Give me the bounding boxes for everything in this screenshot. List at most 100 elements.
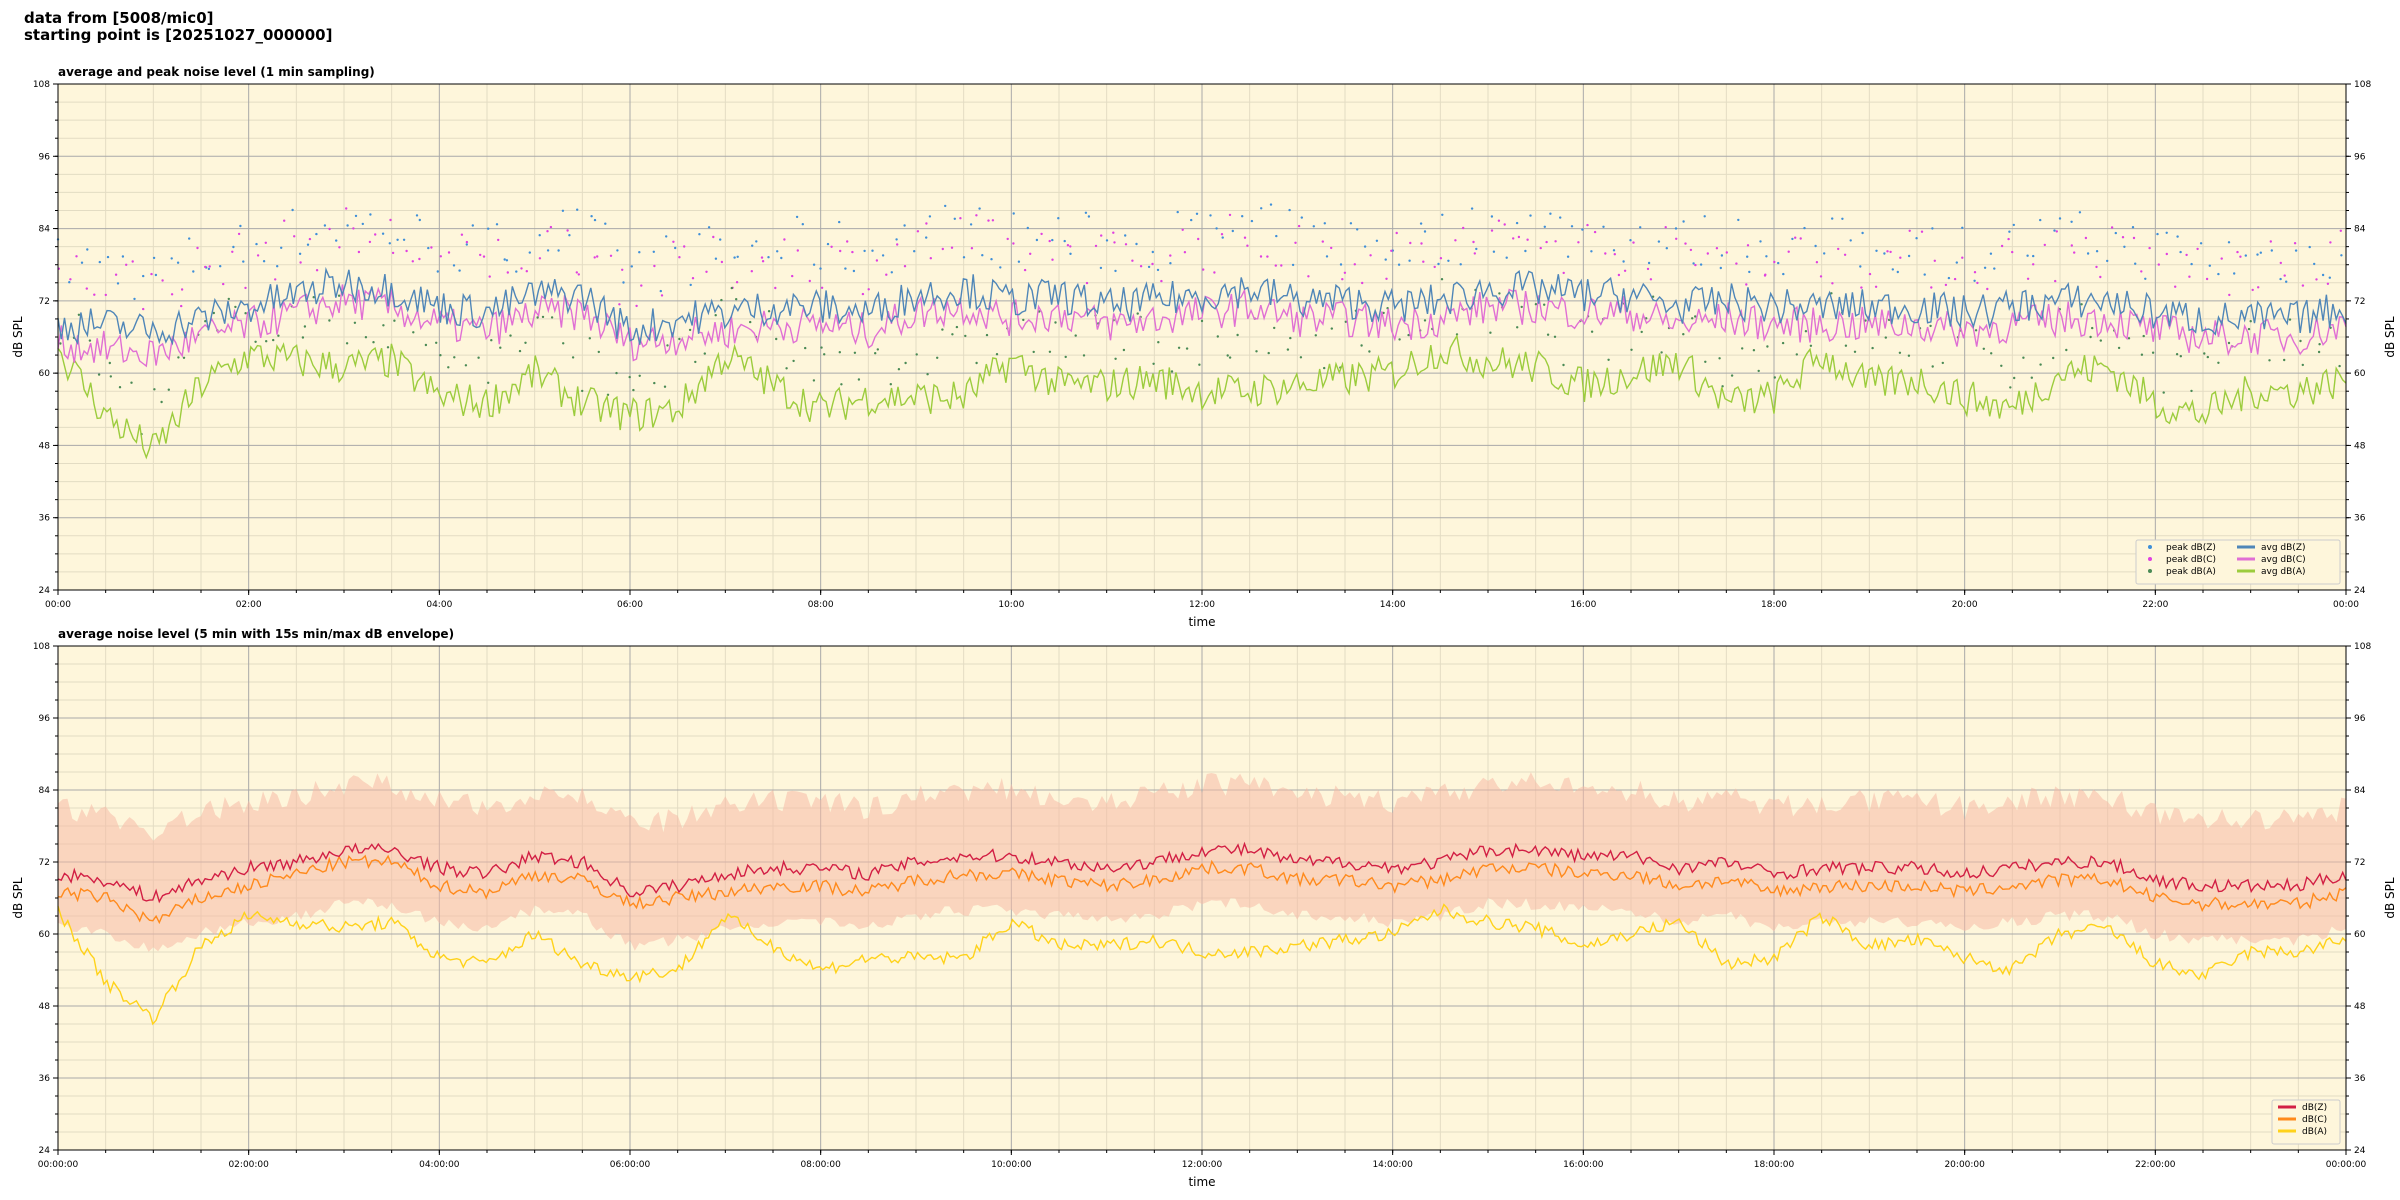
- peak-point: [1777, 261, 1780, 265]
- peak-point: [2196, 247, 2199, 251]
- peak-point: [1799, 237, 1802, 240]
- y-axis-label: dB SPL: [11, 316, 25, 358]
- peak-point: [2009, 386, 2012, 389]
- x-tick-label: 12:00:00: [1182, 1160, 1223, 1170]
- peak-point: [2247, 327, 2251, 331]
- peak-point: [2321, 273, 2325, 277]
- peak-point: [546, 230, 549, 233]
- peak-point: [1640, 330, 1643, 334]
- peak-point: [840, 383, 843, 386]
- peak-point: [2121, 236, 2125, 239]
- peak-point: [255, 242, 258, 246]
- peak-point: [1831, 217, 1834, 220]
- peak-point: [1441, 213, 1444, 216]
- peak-point: [621, 268, 624, 271]
- header-start-line: starting point is [20251027_000000]: [24, 26, 333, 44]
- peak-point: [714, 257, 718, 260]
- peak-point: [1176, 210, 1179, 214]
- peak-point: [2326, 282, 2330, 285]
- peak-point: [812, 263, 816, 266]
- peak-point: [244, 286, 247, 290]
- peak-point: [1973, 271, 1977, 274]
- peak-point: [2134, 262, 2137, 265]
- peak-point: [2279, 261, 2282, 265]
- peak-point: [2328, 276, 2331, 279]
- peak-point: [453, 356, 456, 359]
- peak-point: [114, 273, 118, 276]
- peak-point: [160, 400, 163, 404]
- peak-point: [808, 279, 811, 283]
- peak-point: [170, 257, 173, 260]
- peak-point: [1581, 228, 1584, 231]
- legend-box: [2271, 1099, 2341, 1145]
- y-tick-label: 108: [33, 80, 50, 90]
- peak-point: [1908, 229, 1911, 232]
- peak-point: [1692, 262, 1695, 265]
- peak-point: [638, 374, 641, 377]
- peak-point: [750, 270, 753, 273]
- peak-point: [689, 283, 692, 287]
- peak-point: [1492, 250, 1496, 253]
- peak-point: [1200, 319, 1204, 323]
- legend: dB(Z) dB(C) dB(A): [2271, 1099, 2341, 1145]
- peak-point: [2032, 254, 2035, 258]
- peak-point: [875, 259, 879, 262]
- peak-point: [1691, 317, 1694, 320]
- peak-point: [1353, 263, 1357, 266]
- peak-point: [1074, 334, 1077, 337]
- x-tick-label: 16:00:00: [1563, 1160, 1604, 1170]
- peak-point: [1665, 247, 1669, 250]
- peak-point: [852, 269, 856, 273]
- peak-point: [581, 389, 584, 393]
- peak-point: [1675, 237, 1678, 240]
- peak-point: [2026, 277, 2030, 280]
- peak-point: [1069, 252, 1072, 255]
- peak-point: [659, 289, 662, 293]
- peak-point: [1545, 240, 1548, 244]
- peak-point: [386, 346, 390, 349]
- peak-point: [1765, 255, 1768, 258]
- legend-label: peak dB(Z): [2166, 543, 2216, 553]
- peak-point: [1586, 223, 1589, 227]
- peak-point: [1781, 341, 1785, 345]
- peak-point: [1746, 255, 1749, 258]
- peak-point: [1195, 212, 1199, 215]
- peak-point: [2217, 272, 2220, 276]
- y-tick-label-right: 72: [2354, 297, 2365, 307]
- peak-point: [1297, 224, 1301, 228]
- peak-point: [561, 209, 565, 212]
- peak-point: [303, 325, 307, 328]
- peak-point: [1057, 217, 1060, 220]
- peak-point: [588, 337, 591, 340]
- peak-point: [1094, 244, 1098, 248]
- peak-point: [93, 293, 96, 296]
- peak-point: [1213, 271, 1216, 274]
- peak-point: [1423, 319, 1427, 322]
- peak-point: [653, 381, 656, 385]
- y-tick-label: 84: [39, 225, 51, 235]
- peak-point: [2244, 254, 2247, 257]
- peak-point: [452, 264, 456, 267]
- peak-point: [1554, 240, 1557, 243]
- peak-point: [1526, 238, 1529, 241]
- peak-point: [2070, 244, 2073, 247]
- peak-point: [1794, 236, 1797, 239]
- peak-point: [1590, 250, 1593, 253]
- x-tick-label: 04:00:00: [419, 1160, 460, 1170]
- peak-point: [678, 337, 681, 341]
- peak-point: [632, 388, 635, 392]
- peak-point: [1051, 258, 1054, 261]
- peak-point: [1682, 333, 1685, 336]
- peak-point: [660, 294, 664, 297]
- peak-point: [944, 204, 947, 208]
- peak-point: [2268, 359, 2271, 362]
- peak-point: [1976, 281, 1979, 285]
- peak-point: [2288, 318, 2292, 321]
- peak-point: [1185, 347, 1189, 350]
- peak-point: [1699, 263, 1703, 266]
- peak-point: [1136, 312, 1139, 315]
- peak-point: [2127, 337, 2131, 340]
- peak-point: [335, 239, 338, 242]
- peak-point: [568, 234, 571, 237]
- peak-point: [550, 316, 554, 319]
